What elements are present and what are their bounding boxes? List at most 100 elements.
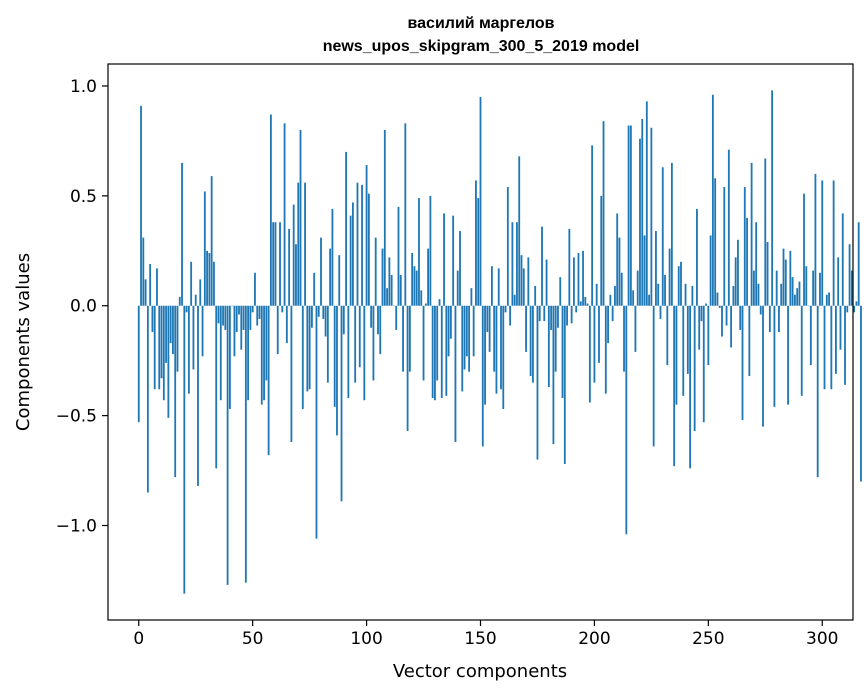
bar — [206, 250, 209, 306]
bar — [780, 283, 783, 306]
bar — [397, 206, 400, 306]
bar — [734, 257, 737, 306]
bar — [222, 305, 224, 326]
bar — [281, 305, 284, 313]
bar — [602, 121, 605, 306]
bar — [823, 305, 826, 390]
bar — [449, 305, 452, 339]
bar — [789, 250, 792, 306]
bar — [803, 193, 805, 306]
bar — [705, 303, 707, 306]
x-tick-label: 150 — [464, 629, 496, 649]
bar — [702, 305, 705, 423]
bar — [301, 305, 304, 410]
x-axis-label: Vector components — [393, 661, 567, 682]
bar — [313, 272, 316, 306]
bar — [796, 288, 799, 306]
bar — [782, 248, 785, 306]
bar — [336, 305, 338, 436]
bar — [415, 270, 418, 306]
bar — [160, 305, 163, 379]
bar — [395, 305, 398, 330]
bar — [217, 305, 220, 324]
bar — [420, 290, 423, 306]
bar — [440, 305, 443, 399]
bar — [372, 305, 375, 381]
bar — [465, 305, 468, 357]
bar — [737, 239, 739, 306]
bar — [381, 248, 384, 306]
y-tick-label: 1.0 — [70, 77, 97, 97]
bar — [285, 305, 288, 344]
bar — [800, 305, 803, 396]
bar — [283, 123, 286, 306]
bar — [855, 301, 858, 306]
bar — [509, 305, 512, 326]
bar — [500, 305, 502, 390]
bar — [766, 242, 769, 306]
bar — [333, 305, 336, 407]
bar — [187, 305, 190, 394]
bar — [709, 235, 712, 306]
bar — [443, 213, 445, 306]
bar — [137, 305, 140, 423]
bar — [274, 222, 277, 306]
bar — [165, 305, 168, 363]
bar — [673, 305, 676, 467]
bar — [367, 193, 370, 306]
bar — [844, 305, 846, 385]
bar — [265, 305, 268, 381]
bar — [575, 305, 578, 313]
bar — [267, 305, 270, 456]
bar — [698, 305, 701, 350]
bar — [456, 270, 459, 306]
bar — [326, 305, 329, 383]
bar — [618, 237, 621, 306]
bar — [670, 162, 673, 306]
bar — [609, 294, 612, 306]
bar — [317, 305, 320, 317]
bar — [784, 259, 787, 306]
bar — [750, 162, 753, 306]
bar — [787, 305, 789, 405]
bar — [513, 294, 516, 306]
bar — [655, 231, 657, 306]
bar — [452, 215, 455, 306]
bar — [311, 305, 313, 328]
bar — [411, 253, 414, 306]
x-tick-label: 0 — [133, 629, 144, 649]
bar — [848, 244, 851, 306]
bar — [308, 305, 311, 390]
bar — [666, 305, 669, 366]
bar — [614, 285, 616, 306]
bar — [561, 305, 564, 399]
bar — [739, 305, 742, 330]
bar — [527, 257, 530, 306]
bar — [402, 305, 404, 372]
bar — [434, 305, 436, 401]
bar — [424, 303, 427, 306]
bar — [158, 305, 161, 390]
bar — [199, 279, 202, 306]
bar — [279, 222, 281, 306]
bar — [174, 305, 177, 478]
bar — [661, 167, 664, 306]
bar — [429, 195, 432, 306]
bar — [169, 305, 172, 344]
bar — [809, 305, 812, 366]
bar — [238, 305, 240, 315]
bar — [213, 261, 215, 306]
bar — [190, 261, 193, 306]
bar — [358, 305, 361, 368]
bar — [846, 305, 849, 313]
bar — [272, 222, 275, 306]
bar — [203, 191, 206, 306]
bar — [269, 114, 272, 306]
bar — [292, 204, 295, 306]
bar — [538, 305, 541, 322]
bar — [595, 283, 598, 306]
bar — [721, 305, 723, 337]
bar — [431, 305, 434, 399]
bar — [545, 259, 548, 306]
bar — [463, 305, 466, 370]
